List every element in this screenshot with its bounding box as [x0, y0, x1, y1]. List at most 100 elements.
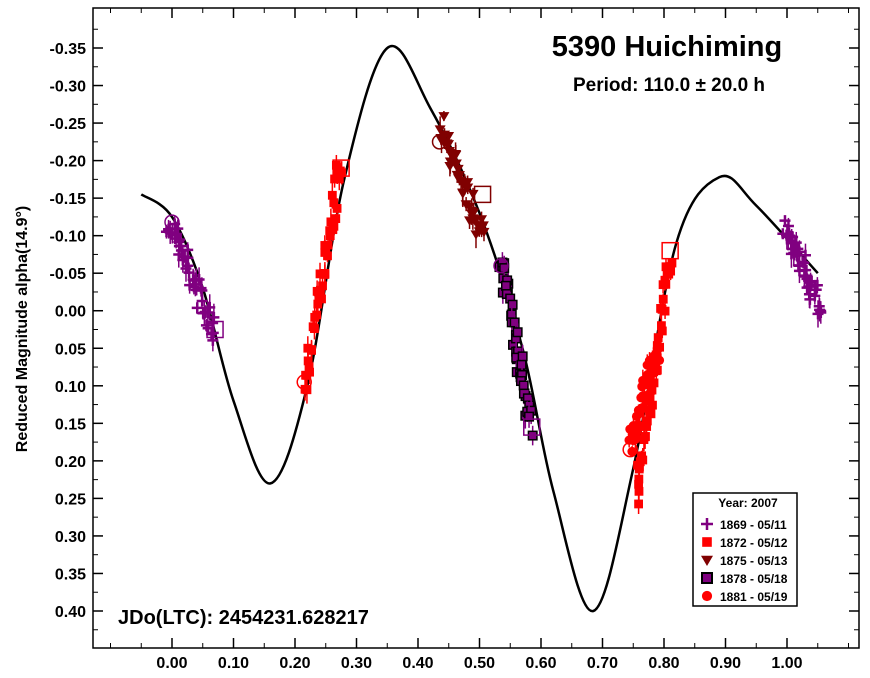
data-point: [518, 361, 526, 369]
data-point: [800, 264, 812, 276]
data-point: [656, 304, 665, 313]
legend-item: 1875 - 05/13: [701, 554, 788, 568]
legend-label: 1881 - 05/19: [720, 590, 788, 604]
data-point: [500, 264, 508, 272]
y-tick-label: -0.05: [50, 266, 87, 283]
data-point: [661, 279, 671, 289]
data-point: [509, 301, 517, 309]
y-tick-label: 0.10: [55, 379, 86, 396]
data-point: [634, 486, 644, 496]
data-point: [196, 284, 208, 296]
data-point: [444, 162, 456, 172]
data-point: [791, 246, 803, 258]
y-tick-label: -0.25: [50, 116, 87, 133]
data-point: [331, 160, 341, 170]
data-point: [648, 400, 657, 410]
legend-marker: [701, 555, 713, 566]
y-tick-label: 0.35: [55, 566, 86, 583]
data-point: [660, 306, 670, 316]
data-point: [512, 334, 520, 342]
y-tick-label: 0.05: [55, 341, 86, 358]
data-point: [634, 464, 644, 474]
data-point: [174, 234, 186, 246]
data-point: [647, 385, 657, 395]
x-tick-label: 0.90: [710, 655, 741, 672]
data-point: [646, 409, 656, 419]
data-point: [302, 385, 312, 395]
data-point: [313, 299, 323, 309]
data-point: [453, 171, 465, 181]
data-point: [810, 284, 822, 296]
data-point: [637, 452, 647, 462]
x-tick-label: 0.10: [218, 655, 249, 672]
data-point: [337, 168, 347, 178]
data-point: [815, 307, 827, 319]
data-point: [799, 249, 811, 261]
data-point: [313, 287, 323, 297]
data-point: [307, 345, 316, 354]
y-tick-label: 0.30: [55, 529, 86, 546]
data-point: [329, 198, 339, 208]
data-point: [634, 423, 644, 433]
data-point: [323, 240, 333, 250]
y-axis-label: Reduced Magnitude alpha(14.9°): [14, 206, 31, 452]
data-point: [809, 290, 821, 302]
data-point: [312, 310, 322, 320]
legend-marker: [701, 590, 713, 602]
legend-item: 1878 - 05/18: [701, 572, 788, 586]
data-point: [438, 112, 450, 122]
endpoint-marker: [473, 185, 492, 204]
data-point: [527, 407, 535, 415]
endpoint-marker: [493, 257, 509, 274]
x-tick-label: 0.50: [464, 655, 495, 672]
x-tick-label: 0.20: [279, 655, 310, 672]
data-point: [467, 214, 479, 224]
data-point: [642, 422, 652, 431]
legend-item: 1872 - 05/12: [702, 536, 788, 550]
data-point: [317, 294, 326, 304]
data-point: [667, 258, 677, 268]
data-point: [511, 318, 519, 326]
data-point: [207, 334, 219, 346]
data-point: [524, 394, 532, 402]
data-point: [462, 183, 474, 193]
data-point: [506, 295, 514, 303]
legend-label: 1878 - 05/18: [720, 572, 788, 586]
data-point: [509, 341, 517, 349]
legend-item: 1869 - 05/11: [701, 518, 787, 532]
data-point: [315, 269, 325, 279]
data-point: [640, 432, 650, 442]
x-tick-label: 1.00: [771, 655, 802, 672]
data-point: [657, 326, 667, 336]
y-tick-label: 0.15: [55, 416, 86, 433]
legend-item: 1881 - 05/19: [701, 590, 788, 604]
data-point: [182, 260, 194, 272]
data-point: [467, 189, 479, 200]
endpoint-marker: [661, 241, 679, 260]
chart-subtitle: Period: 110.0 ± 20.0 h: [573, 75, 765, 96]
legend-label: 1869 - 05/11: [720, 518, 787, 532]
data-point: [331, 214, 341, 224]
x-tick-label: 0.00: [156, 655, 187, 672]
data-point: [498, 259, 506, 267]
data-point: [308, 322, 318, 332]
legend-label: 1872 - 05/12: [720, 536, 788, 550]
x-tick-label: 0.30: [341, 655, 372, 672]
data-point: [644, 380, 654, 390]
legend-items: 1869 - 05/11 1872 - 05/12 1875 - 05/13 1878…: [701, 518, 788, 604]
y-tick-label: 0.20: [55, 454, 86, 471]
data-point: [305, 367, 314, 377]
data-point: [327, 190, 337, 200]
data-point: [468, 208, 480, 218]
data-point: [652, 343, 662, 353]
data-point: [477, 221, 489, 231]
data-point: [658, 294, 668, 304]
chart-title: 5390 Huichiming: [552, 31, 782, 63]
endpoint-marker: [296, 374, 312, 390]
data-point: [326, 217, 336, 227]
y-tick-label: -0.30: [50, 79, 87, 96]
data-point: [450, 150, 462, 161]
data-point: [634, 499, 643, 509]
data-point: [320, 269, 330, 278]
